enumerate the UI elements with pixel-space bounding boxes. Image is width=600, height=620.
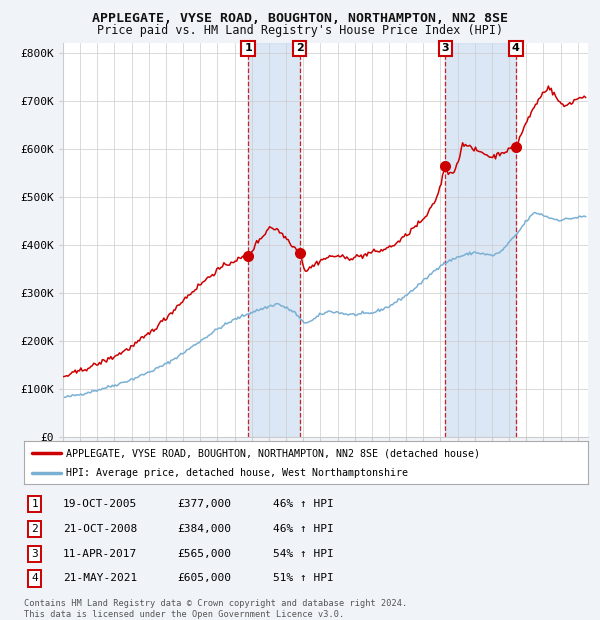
Text: 1: 1 xyxy=(31,499,38,509)
Text: 54% ↑ HPI: 54% ↑ HPI xyxy=(273,549,334,559)
Text: £384,000: £384,000 xyxy=(177,524,231,534)
Text: 3: 3 xyxy=(31,549,38,559)
Text: £377,000: £377,000 xyxy=(177,499,231,509)
Text: Contains HM Land Registry data © Crown copyright and database right 2024.
This d: Contains HM Land Registry data © Crown c… xyxy=(24,600,407,619)
Text: 46% ↑ HPI: 46% ↑ HPI xyxy=(273,524,334,534)
Text: 2: 2 xyxy=(31,524,38,534)
Bar xyxy=(248,43,299,437)
Text: 21-MAY-2021: 21-MAY-2021 xyxy=(63,574,137,583)
Text: 1: 1 xyxy=(244,43,252,53)
Text: 19-OCT-2005: 19-OCT-2005 xyxy=(63,499,137,509)
Bar xyxy=(445,43,516,437)
Text: 2: 2 xyxy=(296,43,304,53)
Text: APPLEGATE, VYSE ROAD, BOUGHTON, NORTHAMPTON, NN2 8SE: APPLEGATE, VYSE ROAD, BOUGHTON, NORTHAMP… xyxy=(92,12,508,25)
Text: £565,000: £565,000 xyxy=(177,549,231,559)
Text: 51% ↑ HPI: 51% ↑ HPI xyxy=(273,574,334,583)
Text: 21-OCT-2008: 21-OCT-2008 xyxy=(63,524,137,534)
Text: £605,000: £605,000 xyxy=(177,574,231,583)
Text: 3: 3 xyxy=(442,43,449,53)
Text: APPLEGATE, VYSE ROAD, BOUGHTON, NORTHAMPTON, NN2 8SE (detached house): APPLEGATE, VYSE ROAD, BOUGHTON, NORTHAMP… xyxy=(66,448,481,458)
Text: HPI: Average price, detached house, West Northamptonshire: HPI: Average price, detached house, West… xyxy=(66,468,409,478)
Text: 4: 4 xyxy=(512,43,520,53)
Text: 11-APR-2017: 11-APR-2017 xyxy=(63,549,137,559)
Text: 46% ↑ HPI: 46% ↑ HPI xyxy=(273,499,334,509)
Text: 4: 4 xyxy=(31,574,38,583)
Text: Price paid vs. HM Land Registry's House Price Index (HPI): Price paid vs. HM Land Registry's House … xyxy=(97,24,503,37)
